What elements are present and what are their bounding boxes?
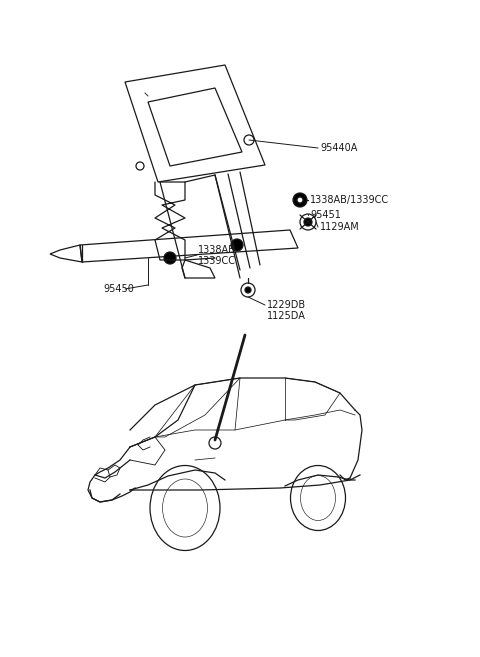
Circle shape xyxy=(304,218,312,226)
Text: 1229DB: 1229DB xyxy=(267,300,306,310)
Text: 1339CC: 1339CC xyxy=(198,256,236,266)
Circle shape xyxy=(245,287,251,293)
Text: 1338AB/1339CC: 1338AB/1339CC xyxy=(310,195,389,205)
Text: 95450: 95450 xyxy=(103,284,134,294)
Text: 95451: 95451 xyxy=(310,210,341,220)
Circle shape xyxy=(293,193,307,207)
Text: 1125DA: 1125DA xyxy=(267,311,306,321)
Circle shape xyxy=(231,239,243,251)
Circle shape xyxy=(164,252,176,264)
Text: 95440A: 95440A xyxy=(320,143,358,153)
Text: 1129AM: 1129AM xyxy=(320,222,360,232)
Text: 1338AB: 1338AB xyxy=(198,245,236,255)
Circle shape xyxy=(297,197,303,203)
